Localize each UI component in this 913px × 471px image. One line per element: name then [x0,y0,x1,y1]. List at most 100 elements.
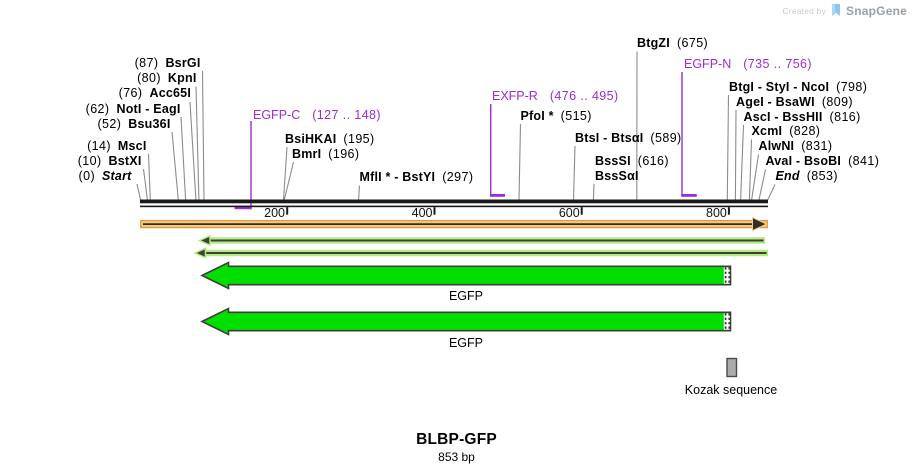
site-name: MscI [117,138,147,153]
site-name: AscI - BssHII [743,109,823,124]
leader-line [180,116,187,200]
leader-line [726,94,730,200]
site-label-kpni[interactable]: (80) KpnI [137,71,196,85]
site-pos: (675) [676,35,709,50]
ruler-tick-400 [433,207,436,215]
egfp-arrow-1-shape[interactable] [200,261,732,290]
site-label-mfli-bstyi[interactable]: MflI * - BstYI (297) [359,169,474,184]
site-pos: (809) [821,94,853,109]
site-name: MflI * - BstYI [359,169,436,184]
primer-egfp-n-anneal-bar[interactable] [681,194,697,197]
leader-line [171,131,179,200]
site-pos: (616) [637,153,669,168]
ruler-tick-800 [727,207,730,215]
site-pos: (831) [801,138,833,153]
snapgene-brand-text: SnapGene [846,4,907,18]
primer-label-egfp-n[interactable]: EGFP-N (735 .. 756) [684,56,812,71]
site-name: BsiHKAI [285,131,337,146]
site-pos: (589) [650,130,682,145]
site-label-bsihkai[interactable]: BsiHKAI (195) [285,131,375,146]
site-pos: (0) [78,169,96,183]
site-pos: (76) [118,86,143,100]
leader-line [195,86,200,200]
leader-line [518,123,522,200]
leader-line [592,183,595,200]
primer-name: EXFP-R [492,88,538,103]
primer-range: (735 .. 756) [743,56,812,71]
site-name: PfoI * [520,108,554,123]
ruler-number-400: 400 [411,206,433,220]
site-label-bsssai[interactable]: BssSαI [595,168,646,183]
ruler-number-600: 600 [558,206,580,220]
site-label-end[interactable]: End (853) [775,168,838,183]
site-label-agei-bsawi[interactable]: AgeI - BsaWI (809) [736,94,853,109]
site-label-noti-eagi[interactable]: (62) NotI - EagI [86,101,181,116]
site-label-acc65i[interactable]: (76) Acc65I [119,87,191,100]
primer-label-exfp-r[interactable]: EXFP-R (476 .. 495) [492,88,619,103]
site-label-avai-bsobi[interactable]: AvaI - BsoBI (841) [766,154,880,168]
primer-egfp-c-anneal-bar[interactable] [234,206,252,210]
site-label-alwni[interactable]: AlwNI (831) [759,138,833,153]
leader-line [572,145,576,200]
site-pos: (10) [77,153,102,168]
kozak-box[interactable] [726,357,738,378]
leader-line [136,183,142,200]
site-name: End [775,168,800,183]
site-label-asci-bsshii[interactable]: AscI - BssHII (816) [743,109,861,124]
map-title: BLBP-GFP [416,431,497,448]
created-by-text: Created by [782,6,827,16]
site-pos: (87) [134,55,159,70]
site-label-bmri[interactable]: BmrI (196) [292,146,360,161]
kozak-feature-label: Kozak sequence [684,382,778,397]
site-pos: (195) [343,131,375,146]
map-length: 853 bp [438,450,475,464]
primer-name: EGFP-N [684,56,732,71]
primer-exfp-r-anneal-bar[interactable] [490,194,505,197]
site-name: BssSI [595,153,631,168]
site-label-bstxi[interactable]: (10) BstXI [77,153,142,168]
site-label-bsu36i[interactable]: (52) Bsu36I [97,116,171,131]
site-label-xcmi[interactable]: XcmI (828) [751,123,821,138]
site-name: BmrI [292,146,322,161]
leader-line [758,169,767,200]
leader-lines-middle [282,51,638,200]
site-label-btgi-styi-ncoi[interactable]: BtgI - StyI - NcoI (798) [729,79,868,94]
sequence-line-thin [140,205,768,208]
construct-arrow[interactable] [140,216,768,232]
egfp-feature-arrow-1[interactable] [200,261,732,290]
orf-arrow-2[interactable] [193,247,768,259]
site-label-msci[interactable]: (14) MscI [87,138,147,153]
egfp-arrow-1-trunc-gap [723,267,730,284]
site-name: AgeI - BsaWI [736,94,815,109]
primer-range: (476 .. 495) [549,88,619,103]
site-label-bsrgi[interactable]: (87) BsrGI [134,55,201,70]
leader-line [748,139,753,200]
site-pos: (798) [836,79,868,94]
site-pos: (196) [328,146,360,161]
leader-line [358,185,361,200]
site-pos: (828) [789,123,821,138]
orf-arrow-1[interactable] [197,234,766,247]
primer-label-egfp-c[interactable]: EGFP-C (127 .. 148) [253,108,381,122]
site-label-pfoi[interactable]: PfoI * (515) [520,108,592,123]
site-label-btgzi[interactable]: BtgZI (675) [637,35,709,50]
site-label-bsssi[interactable]: BssSI (616) [595,153,669,168]
site-name: BtgZI [637,35,670,50]
leader-line [282,146,288,200]
site-name: Bsu36I [128,116,171,131]
site-name: XcmI [751,123,783,138]
site-pos: (297) [442,169,474,184]
snapgene-watermark: Created by SnapGene [782,4,907,18]
leader-line [189,101,197,200]
leader-line [751,154,760,200]
site-label-btsi-btsai[interactable]: BtsI - BtsαI (589) [575,130,682,145]
site-name: BtsI - BtsαI [575,130,644,145]
egfp-arrow-2-shape[interactable] [200,307,732,336]
ruler-number-800: 800 [706,206,727,220]
site-name: NotI - EagI [116,101,181,116]
construct-arrowhead [752,216,768,232]
egfp-feature-arrow-2[interactable] [200,307,732,336]
site-label-start[interactable]: (0) Start [79,170,132,183]
site-name: BssSαI [595,168,639,183]
site-pos: (52) [97,116,122,131]
